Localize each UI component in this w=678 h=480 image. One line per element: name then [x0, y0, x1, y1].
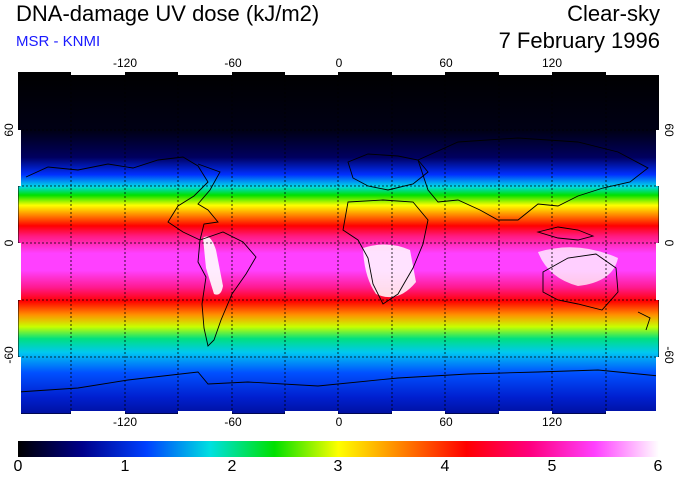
colorbar-label: 0	[13, 458, 23, 475]
left-lat-label: 60	[2, 123, 16, 137]
source-label: MSR - KNMI	[16, 33, 101, 50]
africa-coast	[342, 199, 429, 305]
colorbar-label: 4	[440, 458, 450, 475]
map-frame	[18, 72, 659, 414]
indonesia-coast	[536, 226, 595, 241]
left-lat-label: 0	[2, 239, 16, 247]
africa-high-dose	[363, 244, 416, 298]
left-lat-label: -60	[2, 346, 16, 364]
new-zealand-coast	[637, 311, 651, 331]
top-lon-label: -60	[224, 56, 242, 70]
asia-coast	[417, 137, 649, 221]
australia-high-dose	[538, 247, 618, 286]
map-title: DNA-damage UV dose (kJ/m2)	[16, 1, 320, 26]
bottom-lon-label: -60	[224, 415, 242, 429]
right-lat-label: -60	[662, 346, 676, 364]
europe-coast	[347, 153, 429, 191]
bottom-lon-label: 120	[541, 415, 563, 429]
right-lat-label: 0	[662, 239, 676, 247]
date-label: 7 February 1996	[498, 28, 660, 53]
australia-coast	[542, 253, 619, 311]
colorbar-label: 5	[547, 458, 557, 475]
right-lat-label: 60	[662, 123, 676, 137]
antarctica-coast	[18, 369, 659, 393]
top-lon-label: 0	[335, 56, 343, 70]
coastlines	[18, 137, 659, 393]
south-america-high-dose	[203, 236, 223, 295]
uv-dose-map	[18, 72, 659, 414]
colorbar-label: 2	[227, 458, 237, 475]
graticule	[18, 72, 659, 414]
top-lon-label: 120	[541, 56, 563, 70]
top-lon-label: 60	[439, 56, 453, 70]
sky-mode-label: Clear-sky	[567, 1, 660, 26]
south-america-coast	[197, 231, 257, 347]
bottom-lon-label: 60	[439, 415, 453, 429]
top-lon-label: -120	[112, 56, 138, 70]
colorbar-label: 3	[333, 458, 343, 475]
bottom-lon-label: 0	[335, 415, 343, 429]
colorbar	[18, 441, 659, 457]
colorbar-label: 6	[653, 458, 663, 475]
colorbar-label: 1	[120, 458, 130, 475]
bottom-lon-label: -120	[112, 415, 138, 429]
